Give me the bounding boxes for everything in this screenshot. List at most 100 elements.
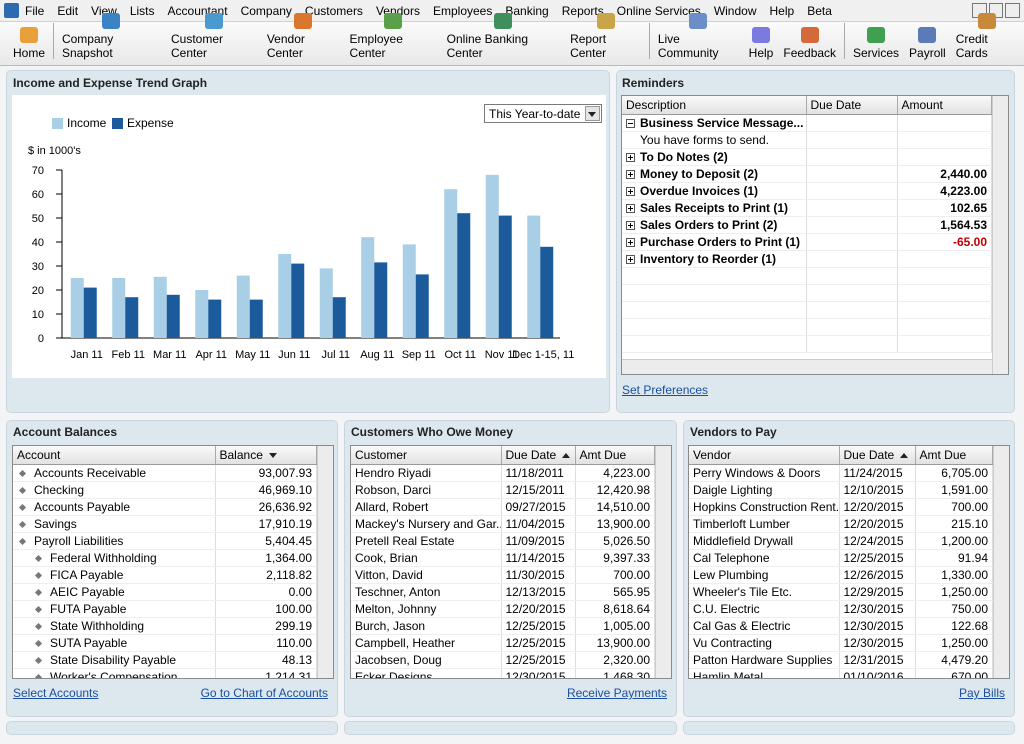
cell: Allard, Robert xyxy=(351,498,501,515)
toolbar-icon xyxy=(20,27,38,43)
link[interactable]: Set Preferences xyxy=(622,383,708,397)
toolbar-button[interactable]: Help xyxy=(744,27,779,60)
bottom-strip xyxy=(6,721,1015,735)
menu-item[interactable]: Beta xyxy=(807,4,832,18)
cell: Melton, Johnny xyxy=(351,600,501,617)
empty-row xyxy=(622,301,992,318)
row: Ecker Designs12/30/20151,468.30 xyxy=(351,668,655,678)
cell xyxy=(806,165,897,182)
y-tick-label: 40 xyxy=(32,237,44,249)
toolbar-label: Credit Cards xyxy=(956,32,1019,60)
cell-text: 102.65 xyxy=(950,201,987,215)
toolbar-button[interactable]: Online Banking Center xyxy=(442,13,565,60)
column-header[interactable]: Due Date xyxy=(839,446,915,464)
cell: 12/25/2015 xyxy=(501,634,575,651)
cell: Cal Gas & Electric xyxy=(689,617,839,634)
cell: FICA Payable xyxy=(13,566,215,583)
column-header[interactable]: Account xyxy=(13,446,215,464)
y-axis-label: $ in 1000's xyxy=(28,145,81,157)
toolbar-button[interactable]: Company Snapshot xyxy=(57,13,166,60)
table-body: DescriptionDue DateAmountBusiness Servic… xyxy=(622,96,992,374)
cell-text: FICA Payable xyxy=(50,568,123,582)
toolbar-button[interactable]: Payroll xyxy=(904,27,951,60)
row: Wheeler's Tile Etc.12/29/20151,250.00 xyxy=(689,583,993,600)
account-row: FUTA Payable100.00 xyxy=(13,600,317,617)
column-header[interactable]: Customer xyxy=(351,446,501,464)
toolbar-label: Company Snapshot xyxy=(62,32,161,60)
cell: 110.00 xyxy=(215,634,317,651)
account-row: AEIC Payable0.00 xyxy=(13,583,317,600)
cell-text: Worker's Compensation xyxy=(50,670,177,679)
expander xyxy=(626,238,635,247)
cell-text: To Do Notes (2) xyxy=(640,150,728,164)
reminder-row: Inventory to Reorder (1) xyxy=(622,250,992,267)
column-header[interactable]: Description xyxy=(622,96,806,114)
customers-panel: Customers Who Owe Money CustomerDue Date… xyxy=(344,420,677,717)
cell-text: -65.00 xyxy=(953,235,987,249)
cell: Inventory to Reorder (1) xyxy=(622,250,806,267)
row: Cal Gas & Electric12/30/2015122.68 xyxy=(689,617,993,634)
toolbar-label: Live Community xyxy=(658,32,739,60)
link[interactable]: Select Accounts xyxy=(13,686,98,700)
toolbar-icon xyxy=(494,13,512,29)
cell xyxy=(806,114,897,131)
toolbar-label: Report Center xyxy=(570,32,641,60)
expander xyxy=(626,153,635,162)
bar xyxy=(457,213,470,338)
toolbar-icon xyxy=(294,13,312,29)
toolbar-label: Employee Center xyxy=(350,32,437,60)
toolbar-button[interactable]: Services xyxy=(848,27,904,60)
cell: 26,636.92 xyxy=(215,498,317,515)
cell: 12,420.98 xyxy=(575,481,655,498)
row: Mackey's Nursery and Gar...11/04/201513,… xyxy=(351,515,655,532)
column-header[interactable]: Due Date xyxy=(501,446,575,464)
menu-item[interactable]: Help xyxy=(770,4,795,18)
cell xyxy=(622,301,806,318)
link[interactable]: Pay Bills xyxy=(959,686,1005,700)
cell-text: AEIC Payable xyxy=(50,585,125,599)
cell xyxy=(622,318,806,335)
toolbar-button[interactable]: Credit Cards xyxy=(951,13,1024,60)
toolbar-button[interactable]: Customer Center xyxy=(166,13,262,60)
toolbar-button[interactable]: Home xyxy=(8,27,50,60)
legend-swatch xyxy=(52,118,63,129)
panel-title: Reminders xyxy=(622,76,684,90)
toolbar-button[interactable]: Report Center xyxy=(565,13,646,60)
toolbar-button[interactable]: Employee Center xyxy=(345,13,442,60)
toolbar-button[interactable]: Vendor Center xyxy=(262,13,345,60)
column-header[interactable]: Amt Due xyxy=(575,446,655,464)
menu-item[interactable]: File xyxy=(25,4,44,18)
account-row: Payroll Liabilities5,404.45 xyxy=(13,532,317,549)
toolbar-label: Customer Center xyxy=(171,32,257,60)
bar xyxy=(71,278,84,338)
cell: 48.13 xyxy=(215,651,317,668)
column-header[interactable]: Amt Due xyxy=(915,446,993,464)
bar xyxy=(208,300,221,338)
expander xyxy=(626,221,635,230)
column-header[interactable]: Balance xyxy=(215,446,317,464)
cell xyxy=(897,301,992,318)
cell: 5,026.50 xyxy=(575,532,655,549)
empty-row xyxy=(622,267,992,284)
y-tick-label: 70 xyxy=(32,165,44,177)
cell: 100.00 xyxy=(215,600,317,617)
cell: 700.00 xyxy=(575,566,655,583)
cell xyxy=(806,267,897,284)
cell-text: 2,440.00 xyxy=(940,167,987,181)
toolbar-button[interactable]: Live Community xyxy=(653,13,744,60)
cell: Hendro Riyadi xyxy=(351,464,501,481)
cell: Patton Hardware Supplies xyxy=(689,651,839,668)
cell xyxy=(806,250,897,267)
bullet xyxy=(19,520,26,527)
link[interactable]: Go to Chart of Accounts xyxy=(201,686,328,700)
column-header[interactable]: Due Date xyxy=(806,96,897,114)
cell: Ecker Designs xyxy=(351,668,501,678)
cell: Wheeler's Tile Etc. xyxy=(689,583,839,600)
toolbar-button[interactable]: Feedback xyxy=(778,27,841,60)
column-header[interactable]: Vendor xyxy=(689,446,839,464)
link[interactable]: Receive Payments xyxy=(567,686,667,700)
toolbar-icon xyxy=(867,27,885,43)
header-text: Vendor xyxy=(693,448,731,462)
cell-text: Federal Withholding xyxy=(50,551,157,565)
column-header[interactable]: Amount xyxy=(897,96,992,114)
